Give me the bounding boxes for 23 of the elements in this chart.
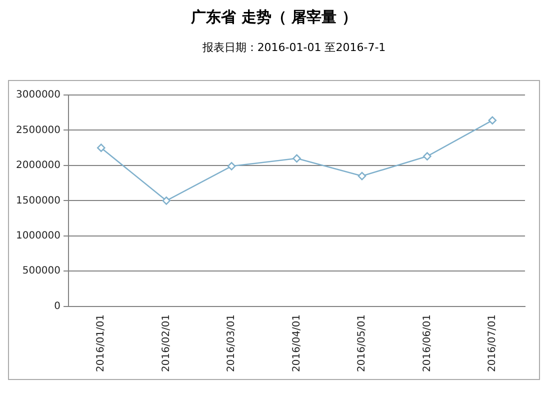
y-tick-label: 1000000 bbox=[16, 230, 61, 242]
x-tick-label: 2016/04/01 bbox=[291, 314, 302, 372]
point bbox=[358, 172, 366, 180]
x-tick-label: 2016/05/01 bbox=[356, 314, 368, 372]
point bbox=[162, 196, 170, 205]
x-tick-label: 2016/07/01 bbox=[486, 314, 498, 372]
x-tick-label: 2016/06/01 bbox=[422, 314, 433, 372]
x-tick-label: 2016/03/01 bbox=[226, 314, 238, 372]
point bbox=[423, 152, 432, 160]
point bbox=[96, 144, 106, 152]
x-tick-label: 2016/02/01 bbox=[160, 314, 172, 372]
y-tick-label: 1500000 bbox=[16, 195, 61, 206]
point bbox=[488, 116, 497, 125]
chart-subtitle: 报表日期：2016-01-01 至2016-7-1 bbox=[201, 40, 387, 56]
chart-title: 广东省 走势（ 屠宰量 ） bbox=[190, 8, 358, 28]
x-tick-label: 2016/01/01 bbox=[96, 314, 107, 372]
y-tick-label: 0 bbox=[54, 300, 61, 312]
y-tick-label: 500000 bbox=[22, 266, 61, 277]
y-tick-label: 3000000 bbox=[16, 90, 61, 101]
point bbox=[227, 162, 236, 170]
point bbox=[292, 154, 301, 163]
y-tick-label: 2000000 bbox=[16, 160, 61, 172]
y-tick-label: 2500000 bbox=[16, 124, 61, 136]
